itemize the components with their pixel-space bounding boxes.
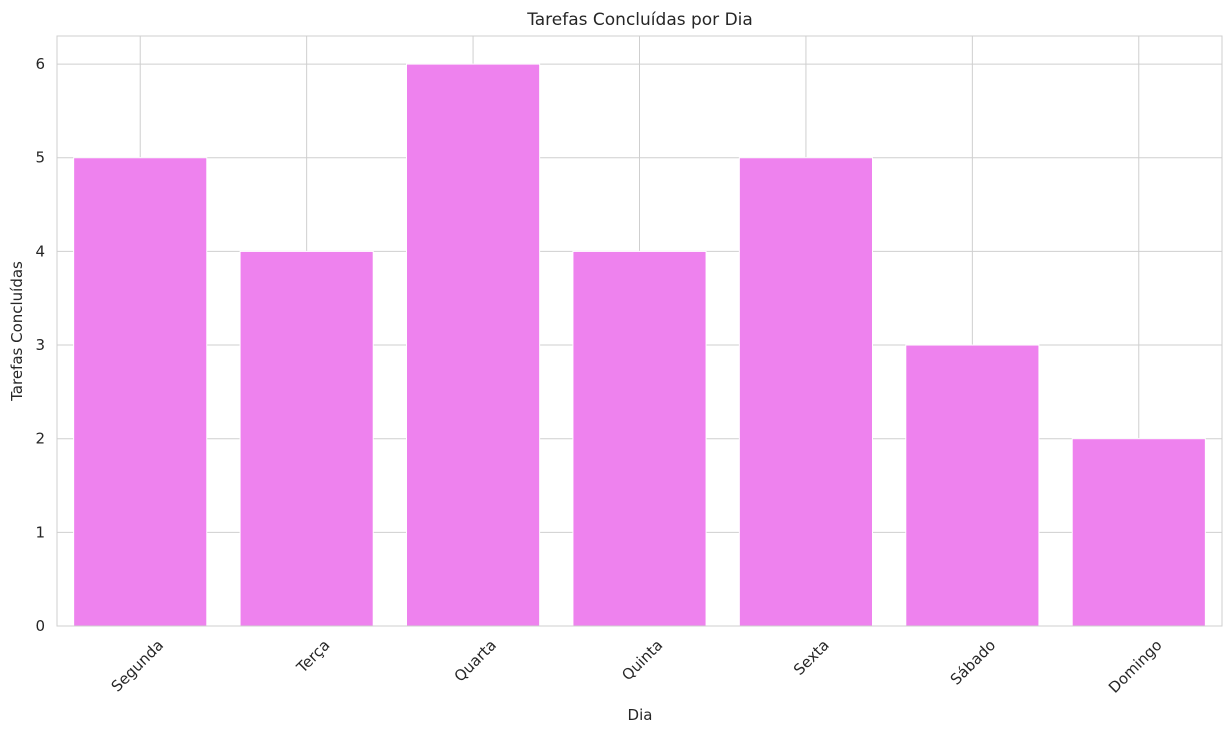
x-tick-label: Sábado: [947, 636, 999, 688]
x-tick-label: Sexta: [790, 636, 833, 679]
y-tick-labels: 0 1 2 3 4 5 6: [35, 55, 45, 635]
chart-title: Tarefas Concluídas por Dia: [526, 10, 753, 30]
y-tick-label: 5: [35, 149, 45, 167]
bar-quinta: [572, 250, 707, 627]
bar-sábado: [905, 344, 1040, 627]
bar-sexta: [738, 157, 873, 627]
x-tick-label: Quinta: [618, 636, 666, 684]
x-tick-label: Terça: [292, 636, 333, 677]
bar-domingo: [1071, 438, 1206, 627]
y-axis-label: Tarefas Concluídas: [8, 261, 26, 402]
y-tick-label: 4: [35, 242, 45, 260]
x-tick-labels: Segunda Terça Quarta Quinta Sexta Sábado Domin…: [108, 636, 1166, 697]
x-tick-label: Quarta: [451, 636, 500, 685]
plot-frame: [56, 35, 1223, 627]
y-tick-label: 0: [35, 617, 45, 635]
bar-terça: [239, 250, 374, 627]
y-tick-label: 2: [35, 430, 45, 448]
bars: [73, 63, 1206, 627]
y-tick-label: 6: [35, 55, 45, 73]
x-tick-label: Domingo: [1105, 636, 1166, 697]
x-tick-label: Segunda: [108, 636, 167, 695]
bar-quarta: [406, 63, 541, 627]
y-tick-label: 3: [35, 336, 45, 354]
bar-segunda: [73, 157, 208, 627]
x-axis-label: Dia: [628, 706, 653, 724]
y-tick-label: 1: [35, 523, 45, 541]
